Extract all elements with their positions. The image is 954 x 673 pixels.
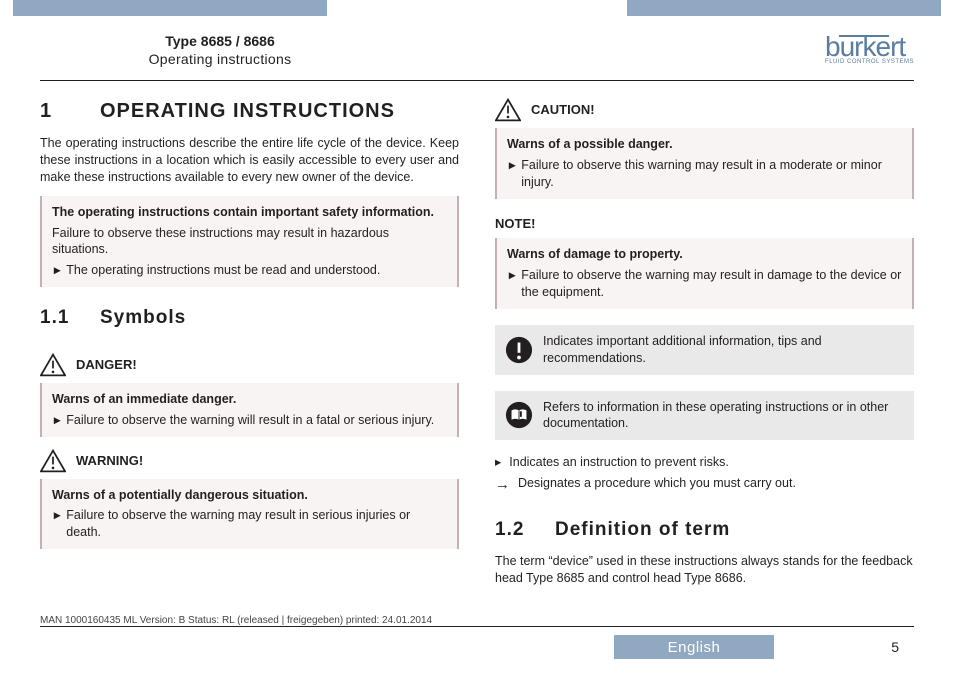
procedure-row: → Designates a procedure which you must c…	[495, 475, 914, 495]
warning-triangle-icon	[40, 449, 66, 473]
content-area: 1OPERATING INSTRUCTIONS The operating in…	[40, 98, 914, 619]
footer-meta: MAN 1000160435 ML Version: B Status: RL …	[40, 615, 432, 626]
warning-lead: Warns of a potentially dangerous situati…	[52, 487, 447, 504]
caution-box: Warns of a possible danger. ▸Failure to …	[495, 128, 914, 199]
section-1-para: The operating instructions describe the …	[40, 135, 459, 186]
brand-logo: burkert FLUID CONTROL SYSTEMS	[825, 35, 914, 65]
warning-bullet-text: Failure to observe the warning may resul…	[66, 507, 447, 541]
note-bullet: ▸Failure to observe the warning may resu…	[507, 267, 902, 301]
section-1-1-heading: 1.1Symbols	[40, 305, 459, 331]
arrow-right-icon: →	[495, 475, 510, 495]
bullet-mark-icon: ▸	[509, 157, 515, 191]
book-circle-icon	[505, 401, 533, 429]
reference-text: Refers to information in these operating…	[543, 399, 904, 433]
section-1-number: 1	[40, 98, 100, 125]
danger-heading: DANGER!	[40, 353, 459, 377]
section-1-title: OPERATING INSTRUCTIONS	[100, 100, 395, 122]
danger-lead: Warns of an immediate danger.	[52, 391, 447, 408]
language-band: English	[614, 635, 774, 659]
warning-box: Warns of a potentially dangerous situati…	[40, 479, 459, 550]
page-number: 5	[891, 639, 899, 655]
safety-body: Failure to observe these instructions ma…	[52, 225, 447, 259]
info-circle-icon	[505, 336, 533, 364]
device-type: Type 8685 / 8686	[40, 33, 400, 49]
procedure-text: Designates a procedure which you must ca…	[518, 475, 796, 495]
warning-triangle-icon	[40, 353, 66, 377]
caution-bullet: ▸Failure to observe this warning may res…	[507, 157, 902, 191]
caution-label: CAUTION!	[531, 101, 595, 119]
section-1-1-number: 1.1	[40, 305, 100, 331]
safety-lead: The operating instructions contain impor…	[52, 204, 447, 221]
info-text: Indicates important additional informati…	[543, 333, 904, 367]
danger-bullet-text: Failure to observe the warning will resu…	[66, 412, 434, 429]
section-1-2-number: 1.2	[495, 517, 555, 543]
section-1-1-title: Symbols	[100, 307, 186, 328]
bullet-mark-icon: ▸	[54, 412, 60, 429]
instruction-row: ▸ Indicates an instruction to prevent ris…	[495, 454, 914, 471]
warning-triangle-icon	[495, 98, 521, 122]
instruction-text: Indicates an instruction to prevent risk…	[509, 454, 729, 471]
brand-tagline: FLUID CONTROL SYSTEMS	[825, 59, 914, 65]
caution-heading: CAUTION!	[495, 98, 914, 122]
danger-box: Warns of an immediate danger. ▸ Failure t…	[40, 383, 459, 437]
right-column: CAUTION! Warns of a possible danger. ▸Fa…	[495, 98, 914, 619]
note-bullet-text: Failure to observe the warning may resul…	[521, 267, 902, 301]
danger-label: DANGER!	[76, 356, 137, 374]
bullet-mark-icon: ▸	[54, 507, 60, 541]
brand-name: burkert	[825, 36, 905, 58]
reference-box: Refers to information in these operating…	[495, 391, 914, 441]
arrow-icon: ▸	[495, 454, 501, 471]
footer-rule	[40, 626, 914, 627]
warning-bullet: ▸Failure to observe the warning may resu…	[52, 507, 447, 541]
note-lead: Warns of damage to property.	[507, 246, 902, 263]
safety-bullet-text: The operating instructions must be read …	[66, 262, 380, 279]
danger-bullet: ▸ Failure to observe the warning will res…	[52, 412, 447, 429]
warning-label: WARNING!	[76, 452, 143, 470]
top-band	[0, 0, 954, 16]
doc-subtitle: Operating instructions	[40, 51, 400, 67]
left-column: 1OPERATING INSTRUCTIONS The operating in…	[40, 98, 459, 619]
section-1-2-title: Definition of term	[555, 519, 730, 540]
section-1-2-heading: 1.2Definition of term	[495, 517, 914, 543]
caution-lead: Warns of a possible danger.	[507, 136, 902, 153]
header-title-block: Type 8685 / 8686 Operating instructions	[40, 33, 400, 67]
safety-bullet: ▸ The operating instructions must be read…	[52, 262, 447, 279]
safety-note-box: The operating instructions contain impor…	[40, 196, 459, 288]
section-1-2-para: The term “device” used in these instruct…	[495, 553, 914, 587]
top-band-right	[627, 0, 941, 16]
note-label: NOTE!	[495, 215, 914, 233]
warning-heading: WARNING!	[40, 449, 459, 473]
info-box: Indicates important additional informati…	[495, 325, 914, 375]
top-band-left	[13, 0, 327, 16]
note-box: Warns of damage to property. ▸Failure to…	[495, 238, 914, 309]
symbol-explanations: ▸ Indicates an instruction to prevent ris…	[495, 454, 914, 499]
caution-bullet-text: Failure to observe this warning may resu…	[521, 157, 902, 191]
section-1-heading: 1OPERATING INSTRUCTIONS	[40, 98, 459, 125]
header-rule	[40, 80, 914, 81]
bullet-mark-icon: ▸	[509, 267, 515, 301]
page-header: Type 8685 / 8686 Operating instructions …	[40, 28, 914, 72]
bullet-mark-icon: ▸	[54, 262, 60, 279]
